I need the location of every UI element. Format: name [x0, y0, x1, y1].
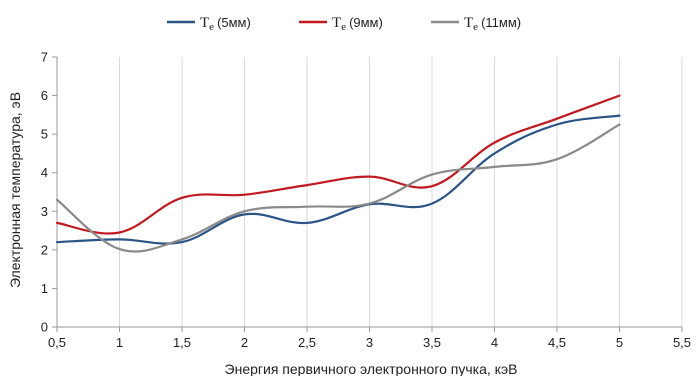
y-tick-label: 3 — [41, 204, 48, 219]
series-lines — [55, 94, 621, 253]
y-tick-label: 4 — [41, 165, 48, 180]
y-axis-title: Электронная температура, эВ — [7, 92, 23, 288]
x-tick-label: 2 — [241, 335, 248, 350]
tick-labels: 0,5 1 1,5 2 2,5 3 3,5 4 4,5 5 5,5 0 1 2 3 4 5 6 7 — [41, 50, 691, 351]
y-tick-label: 1 — [41, 281, 48, 296]
grid-lines — [119, 57, 683, 327]
x-tick-label: 1 — [116, 335, 123, 350]
x-tick-label: 4,5 — [548, 335, 566, 350]
series-line-1 — [55, 114, 621, 245]
y-tick-label: 5 — [41, 127, 48, 142]
y-tick-label: 2 — [41, 242, 48, 257]
x-tick-label: 3,5 — [423, 335, 441, 350]
series-line-3 — [55, 123, 621, 253]
legend-label: Te (9мм) — [332, 15, 383, 33]
x-tick-label: 3 — [366, 335, 373, 350]
legend-label: Te (5мм) — [200, 15, 251, 33]
series-line-2 — [55, 94, 621, 235]
x-axis-title: Энергия первичного электронного пучка, к… — [225, 361, 518, 376]
legend-item-3: Te (11мм) — [431, 15, 521, 33]
legend-label: Te (11мм) — [464, 15, 521, 33]
legend-item-1: Te (5мм) — [167, 15, 251, 33]
y-tick-label: 7 — [41, 50, 48, 65]
legend-item-2: Te (9мм) — [299, 15, 383, 33]
axes — [52, 56, 683, 332]
legend: Te (5мм) Te (9мм) Te (11мм) — [167, 15, 521, 33]
x-tick-label: 5,5 — [673, 335, 691, 350]
y-tick-label: 0 — [41, 320, 48, 335]
x-tick-label: 1,5 — [173, 335, 191, 350]
x-tick-label: 2,5 — [298, 335, 316, 350]
y-tick-label: 6 — [41, 88, 48, 103]
x-tick-label: 0,5 — [48, 335, 66, 350]
x-tick-label: 4 — [491, 335, 498, 350]
x-tick-label: 5 — [616, 335, 623, 350]
